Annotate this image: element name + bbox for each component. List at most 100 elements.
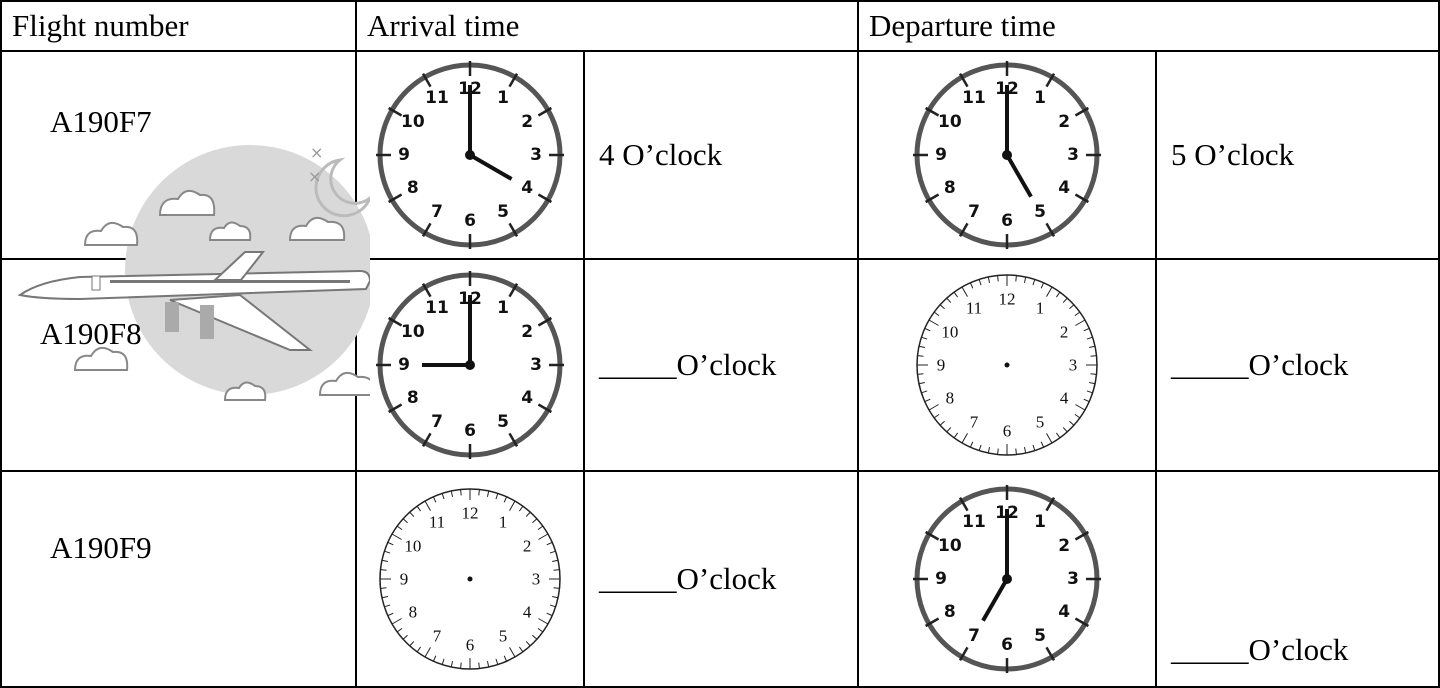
- clock-numeral: 11: [425, 88, 449, 108]
- clock-tick: [381, 595, 388, 599]
- clock-tick: [508, 432, 519, 448]
- clock-tick: [518, 505, 524, 512]
- clock-tick: [424, 500, 431, 511]
- clock-numeral: 10: [401, 322, 425, 342]
- clock-tick: [1015, 448, 1017, 455]
- clock-tick: [1083, 398, 1090, 403]
- clock-tick: [538, 533, 549, 540]
- clock-tick: [924, 617, 940, 628]
- clock-tick: [421, 72, 432, 88]
- clock-tick: [432, 655, 437, 662]
- clock-tick: [509, 647, 516, 658]
- time-text: _____O’clock: [1157, 472, 1438, 686]
- clock-center: [1002, 150, 1012, 160]
- clock-tick: [953, 291, 959, 298]
- clock-tick: [1075, 404, 1086, 411]
- clock-numeral: 9: [935, 569, 947, 589]
- clock-tick: [532, 518, 538, 524]
- clock-numeral: 7: [970, 413, 979, 432]
- clock-numeral: 2: [523, 537, 532, 556]
- clock-tick: [421, 282, 432, 298]
- clock-tick: [1032, 444, 1036, 451]
- clock-tick: [969, 441, 974, 448]
- clock-tick: [1089, 345, 1096, 349]
- time-text: 5 O’clock: [1157, 52, 1438, 258]
- clock-tick: [537, 403, 553, 414]
- clock-tick: [537, 316, 553, 327]
- clock-tick: [921, 390, 928, 394]
- clock-numeral: 5: [497, 202, 509, 222]
- clock-tick: [552, 559, 559, 563]
- clock-tick: [924, 327, 931, 332]
- clock-numeral: 3: [1067, 145, 1079, 165]
- clock-tick: [917, 355, 924, 357]
- clock-numeral: 9: [935, 145, 947, 165]
- clock-numeral: 3: [530, 355, 542, 375]
- clock-numeral: 6: [1001, 211, 1013, 231]
- clock-tick: [924, 193, 940, 204]
- clock-numeral: 9: [398, 145, 410, 165]
- flight-number: A190F8: [40, 316, 142, 351]
- clock-tick: [1040, 282, 1045, 289]
- clock-tick: [460, 489, 462, 496]
- clock-tick: [978, 279, 982, 286]
- clock-tick: [402, 518, 408, 524]
- clock-numeral: 10: [401, 112, 425, 132]
- clock-tick: [503, 496, 508, 503]
- clock-tick: [1074, 530, 1090, 541]
- clock-numeral: 6: [464, 421, 476, 441]
- clock-tick: [460, 662, 462, 669]
- clock-tick: [1090, 373, 1097, 375]
- clock-tick: [1023, 276, 1027, 283]
- clock-numeral: 9: [937, 356, 946, 375]
- clock-tick: [503, 655, 508, 662]
- flight-number: A190F7: [50, 104, 152, 139]
- clock-numeral: 8: [944, 178, 956, 198]
- clock-tick: [495, 493, 499, 500]
- clock-tick: [1045, 72, 1056, 88]
- clock-numeral: 11: [962, 512, 986, 532]
- clock-tick: [924, 106, 940, 117]
- clock-tick: [509, 500, 516, 511]
- clock-tick: [1023, 447, 1027, 454]
- clock-tick: [549, 604, 556, 608]
- clock-tick: [924, 398, 931, 403]
- clock-tick: [933, 311, 940, 317]
- clock-tick: [1045, 646, 1056, 662]
- clock-center: [1004, 362, 1010, 368]
- clock-tick: [424, 647, 431, 658]
- clock-tick: [416, 646, 422, 653]
- time-text: _____O’clock: [585, 472, 857, 686]
- hour-hand: [981, 577, 1009, 622]
- clock-tick: [1075, 319, 1086, 326]
- clock-tick: [538, 618, 549, 625]
- clock-tick: [917, 373, 924, 375]
- clock-tick: [921, 336, 928, 340]
- clock-tick: [525, 511, 531, 517]
- clock-numeral: 12: [999, 290, 1016, 309]
- flight-cell: [2, 52, 355, 258]
- clock-numeral: 5: [1034, 202, 1046, 222]
- clock-numeral: 4: [521, 178, 533, 198]
- clock-tick: [387, 106, 403, 117]
- clock-tick: [978, 444, 982, 451]
- clock-tick: [918, 345, 925, 349]
- clock-tick: [387, 541, 394, 546]
- clock-numeral: 6: [464, 211, 476, 231]
- clock-tick: [495, 658, 499, 665]
- clock-tick: [946, 427, 952, 433]
- clock-tick: [939, 420, 945, 426]
- clock-tick: [928, 404, 939, 411]
- clock-numeral: 5: [1036, 413, 1045, 432]
- clock-tick: [432, 496, 437, 503]
- clock-center: [465, 360, 475, 370]
- clock-tick: [409, 641, 415, 647]
- clock-tick: [933, 413, 940, 419]
- clock-tick: [958, 72, 969, 88]
